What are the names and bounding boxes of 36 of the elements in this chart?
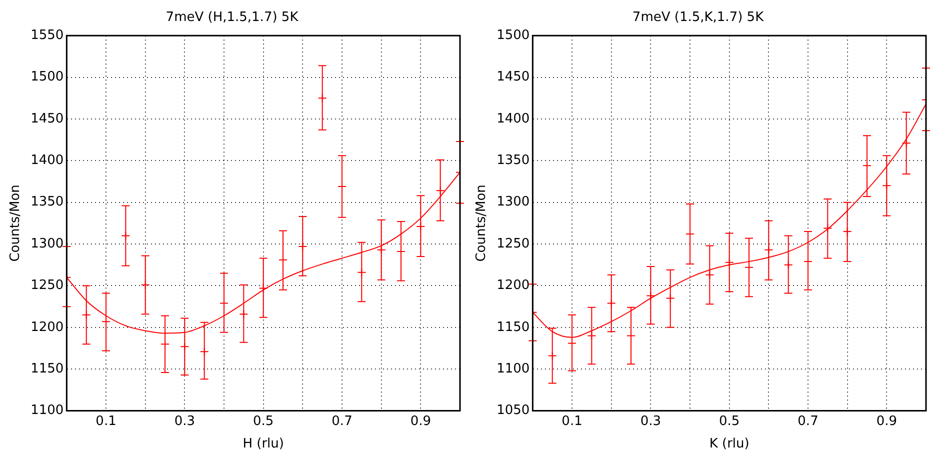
x-tick-label: 0.1 (562, 414, 582, 429)
y-tick-label: 1150 (496, 320, 530, 335)
x-tick-label: 0.5 (253, 414, 274, 429)
x-tick-label: 0.9 (876, 414, 898, 429)
y-tick-label: 1300 (496, 194, 530, 210)
y-tick-label: 1050 (496, 403, 530, 418)
y-tick-label: 1200 (30, 320, 64, 335)
y-tick-label: 1450 (496, 70, 530, 85)
y-tick-label: 1350 (30, 194, 64, 210)
y-tick-label: 1400 (30, 153, 64, 168)
y-tick-label: 1300 (30, 236, 64, 252)
y-tick-label: 1450 (30, 111, 64, 126)
y-tick-label: 1100 (30, 403, 64, 418)
chart-title: 7meV (H,1.5,1.7) 5K (166, 10, 299, 26)
y-axis-title: Counts/Mon (474, 184, 490, 262)
y-tick-label: 1550 (30, 28, 64, 43)
y-tick-label: 1500 (496, 28, 530, 43)
y-axis-title: Counts/Mon (8, 184, 24, 262)
x-tick-label: 0.7 (798, 414, 818, 429)
x-tick-label: 0.5 (719, 414, 740, 429)
x-axis-title: K (rlu) (709, 436, 750, 452)
y-tick-label: 1100 (496, 361, 530, 376)
y-tick-label: 1250 (496, 236, 530, 252)
y-tick-label: 1150 (30, 361, 64, 376)
x-tick-label: 0.3 (174, 414, 196, 429)
x-tick-label: 0.3 (640, 414, 662, 429)
y-tick-label: 1200 (496, 278, 530, 294)
x-tick-label: 0.1 (96, 414, 116, 429)
y-tick-label: 1400 (496, 111, 530, 126)
y-tick-label: 1250 (30, 278, 64, 294)
x-axis-title: H (rlu) (242, 436, 284, 452)
chart-title: 7meV (1.5,K,1.7) 5K (632, 10, 764, 26)
y-tick-label: 1500 (30, 70, 64, 85)
x-tick-label: 0.7 (332, 414, 352, 429)
y-tick-label: 1350 (496, 153, 530, 168)
x-tick-label: 0.9 (410, 414, 432, 429)
